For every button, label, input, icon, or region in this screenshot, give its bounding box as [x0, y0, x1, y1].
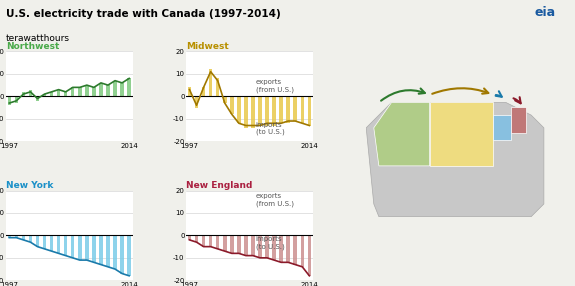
Bar: [308, 96, 311, 126]
Bar: [29, 235, 32, 242]
Bar: [293, 235, 297, 265]
Bar: [279, 96, 283, 123]
Bar: [64, 235, 67, 256]
Bar: [50, 92, 53, 96]
Polygon shape: [366, 102, 544, 217]
Bar: [99, 235, 103, 265]
Polygon shape: [511, 108, 526, 133]
Bar: [7, 96, 11, 105]
Bar: [258, 235, 262, 258]
Bar: [265, 235, 269, 258]
Bar: [202, 235, 205, 247]
Polygon shape: [493, 115, 511, 140]
Bar: [202, 87, 205, 96]
Bar: [244, 96, 248, 128]
Bar: [14, 235, 18, 238]
Text: exports
(from U.S.): exports (from U.S.): [256, 79, 294, 93]
Bar: [195, 96, 198, 108]
Bar: [43, 94, 47, 96]
Bar: [7, 235, 11, 238]
Bar: [120, 83, 124, 96]
Text: U.S. electricity trade with Canada (1997-2014): U.S. electricity trade with Canada (1997…: [6, 9, 281, 19]
Bar: [128, 78, 131, 96]
Bar: [78, 235, 82, 260]
Bar: [293, 96, 297, 121]
Bar: [22, 235, 25, 240]
Text: terawatthours: terawatthours: [6, 34, 70, 43]
Bar: [223, 235, 227, 251]
Bar: [279, 235, 283, 262]
Bar: [71, 235, 75, 258]
Bar: [128, 235, 131, 276]
Bar: [265, 96, 269, 126]
Text: Northwest: Northwest: [6, 42, 59, 51]
Bar: [237, 235, 240, 253]
Text: eia: eia: [535, 6, 556, 19]
Bar: [106, 85, 110, 96]
Text: New England: New England: [186, 181, 252, 190]
Bar: [209, 69, 212, 96]
Bar: [273, 96, 276, 126]
Bar: [195, 235, 198, 242]
Bar: [237, 96, 240, 123]
Bar: [106, 235, 110, 267]
Bar: [85, 235, 89, 260]
Bar: [43, 235, 47, 249]
Text: imports
(to U.S.): imports (to U.S.): [256, 236, 285, 250]
Bar: [36, 235, 39, 247]
Bar: [286, 235, 290, 262]
Bar: [251, 235, 255, 256]
Bar: [29, 90, 32, 96]
Bar: [50, 235, 53, 251]
Bar: [113, 81, 117, 96]
Bar: [273, 235, 276, 260]
Text: New York: New York: [6, 181, 53, 190]
Bar: [251, 96, 255, 128]
Bar: [187, 87, 191, 96]
Polygon shape: [374, 102, 430, 166]
Bar: [92, 235, 95, 262]
Polygon shape: [430, 102, 493, 166]
Bar: [64, 92, 67, 96]
Text: exports
(from U.S.): exports (from U.S.): [256, 193, 294, 207]
Bar: [308, 235, 311, 276]
Bar: [216, 78, 220, 96]
Bar: [258, 96, 262, 126]
Bar: [230, 235, 233, 253]
Bar: [223, 96, 227, 103]
Text: imports
(to U.S.): imports (to U.S.): [256, 122, 285, 136]
Bar: [209, 235, 212, 247]
Bar: [216, 235, 220, 249]
Bar: [230, 96, 233, 114]
Bar: [22, 92, 25, 96]
Bar: [85, 85, 89, 96]
Bar: [71, 87, 75, 96]
Bar: [99, 83, 103, 96]
Bar: [57, 90, 60, 96]
Bar: [286, 96, 290, 123]
Bar: [120, 235, 124, 273]
Bar: [301, 96, 304, 123]
Bar: [301, 235, 304, 267]
Bar: [14, 96, 18, 103]
Bar: [78, 87, 82, 96]
Bar: [113, 235, 117, 269]
Bar: [36, 96, 39, 101]
Bar: [57, 235, 60, 253]
Bar: [92, 87, 95, 96]
Bar: [244, 235, 248, 256]
Text: Midwest: Midwest: [186, 42, 229, 51]
Bar: [187, 235, 191, 240]
